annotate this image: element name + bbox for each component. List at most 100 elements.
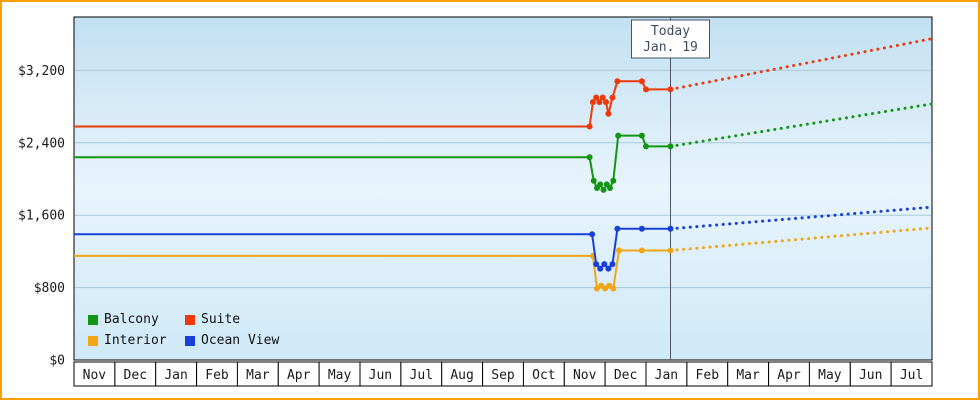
- data-point-suite: [667, 86, 674, 93]
- month-label: Oct: [532, 368, 555, 383]
- today-label-line2: Jan. 19: [643, 40, 698, 55]
- month-cell: [768, 361, 810, 387]
- data-point-ocean-view: [593, 261, 600, 268]
- month-label: Nov: [573, 368, 597, 383]
- month-label: Feb: [205, 368, 229, 383]
- data-point-suite: [609, 94, 616, 101]
- month-cell: [890, 361, 933, 387]
- month-cell: [563, 361, 606, 387]
- data-point-suite: [638, 78, 645, 85]
- month-cell: [236, 361, 279, 387]
- month-cell: [441, 361, 484, 387]
- legend-swatch-suite: [185, 314, 195, 325]
- month-cell: [155, 361, 198, 387]
- month-cell: [196, 361, 239, 387]
- month-label: Nov: [83, 368, 107, 383]
- month-label: Feb: [696, 368, 720, 383]
- month-label: Aug: [450, 368, 473, 383]
- data-point-balcony: [638, 132, 645, 139]
- month-label: May: [818, 368, 842, 383]
- data-point-balcony: [643, 143, 649, 150]
- chart-legend: Balcony Suite Interior Ocean View: [88, 312, 279, 348]
- data-point-suite: [605, 110, 612, 117]
- data-point-balcony: [590, 177, 597, 184]
- data-point-suite: [593, 94, 600, 101]
- legend-label-balcony: Balcony: [104, 312, 159, 327]
- data-point-interior: [638, 247, 645, 254]
- series-line-ocean-view: [74, 227, 671, 270]
- legend-item-interior: Interior: [88, 333, 185, 348]
- data-point-interior: [610, 285, 617, 292]
- month-label: Jan: [655, 368, 678, 383]
- legend-item-ocean-view: Ocean View: [185, 333, 279, 348]
- today-box: [631, 19, 710, 59]
- month-label: Apr: [287, 368, 311, 383]
- data-point-balcony: [600, 186, 607, 193]
- legend-label-ocean-view: Ocean View: [201, 333, 280, 348]
- y-tick-label: $3,200: [18, 64, 65, 79]
- data-point-balcony: [615, 132, 622, 139]
- data-point-ocean-view: [609, 261, 616, 268]
- series-forecast-suite: [669, 37, 934, 91]
- month-cell: [849, 361, 892, 387]
- data-point-ocean-view: [597, 265, 604, 272]
- y-tick-label: $0: [49, 354, 65, 369]
- month-label: Sep: [491, 368, 515, 383]
- data-point-suite: [614, 78, 621, 85]
- month-cell: [400, 361, 443, 387]
- legend-swatch-balcony: [88, 314, 98, 325]
- series-group: [74, 37, 934, 292]
- data-point-ocean-view: [601, 261, 608, 268]
- data-point-suite: [589, 99, 596, 106]
- data-point-suite: [586, 123, 593, 130]
- legend-swatch-ocean-view: [185, 335, 195, 346]
- month-cell: [604, 361, 647, 387]
- data-point-suite: [603, 99, 609, 106]
- series-forecast-ocean-view: [669, 205, 934, 231]
- legend-label-suite: Suite: [201, 312, 241, 327]
- month-label: Jan: [164, 368, 187, 383]
- y-axis-labels: $0 $800 $1,600 $2,400 $3,200: [18, 64, 65, 369]
- legend-item-suite: Suite: [185, 312, 279, 327]
- data-point-balcony: [607, 185, 613, 191]
- y-tick-label: $2,400: [18, 136, 65, 151]
- series-forecast-interior: [669, 226, 934, 252]
- data-point-ocean-view: [614, 225, 621, 232]
- data-point-suite: [596, 99, 603, 106]
- month-label: Jun: [859, 368, 882, 383]
- month-label: Apr: [777, 368, 801, 383]
- month-cell: [808, 361, 851, 387]
- legend-item-balcony: Balcony: [88, 312, 185, 327]
- data-point-suite: [599, 94, 606, 101]
- data-point-balcony: [610, 177, 617, 184]
- x-axis-months: Nov Dec Jan Feb Mar Apr May Jun Jul Aug Sep Oct Nov D…: [73, 361, 933, 387]
- month-label: Jul: [410, 368, 433, 383]
- legend-swatch-interior: [88, 335, 98, 346]
- month-label: Mar: [246, 368, 270, 383]
- data-point-interior: [667, 247, 674, 254]
- legend-label-interior: Interior: [104, 333, 167, 348]
- y-tick-label: $1,600: [18, 209, 65, 224]
- month-label: May: [328, 368, 352, 383]
- month-label: Jul: [900, 368, 923, 383]
- gridlines: [75, 69, 931, 289]
- month-cell: [482, 361, 525, 387]
- plot-area: [73, 16, 933, 361]
- month-label: Mar: [736, 368, 760, 383]
- data-point-balcony: [667, 143, 674, 150]
- month-cell: [73, 361, 116, 387]
- series-forecast-balcony: [669, 102, 934, 148]
- data-point-ocean-view: [605, 265, 612, 272]
- month-cell: [645, 361, 688, 387]
- data-point-suite: [643, 86, 649, 93]
- month-label: Jun: [369, 368, 392, 383]
- today-label-line1: Today: [651, 24, 690, 39]
- month-cell: [686, 361, 729, 387]
- data-point-ocean-view: [667, 225, 674, 232]
- data-point-ocean-view: [638, 225, 645, 232]
- data-point-balcony: [586, 154, 593, 161]
- data-point-ocean-view: [589, 231, 596, 238]
